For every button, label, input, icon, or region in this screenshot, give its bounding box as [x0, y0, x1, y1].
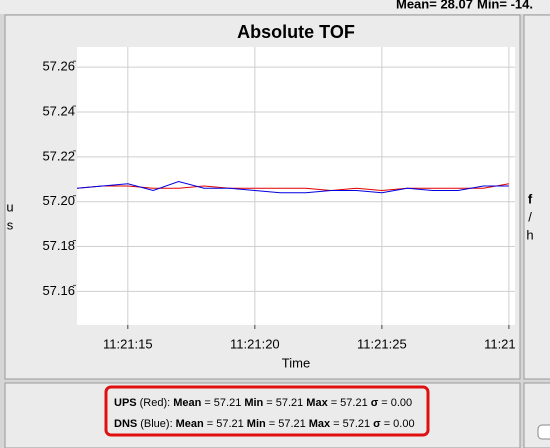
header-stat-label: Mean	[396, 0, 429, 11]
x-tick-label: 11:21:15	[103, 336, 153, 351]
y-tick-label: 57.18	[42, 238, 75, 253]
stat-value: = 57.21	[269, 418, 306, 430]
x-tick-label: 11:21:20	[230, 336, 280, 351]
stat-label: Mean	[173, 397, 201, 409]
series-line	[77, 183, 509, 191]
series-name: DNS	[114, 418, 137, 430]
series-name: UPS	[114, 397, 137, 409]
right-axis-label: /	[528, 209, 532, 224]
stat-label: Max	[306, 397, 328, 409]
right-axis-label: h	[526, 227, 533, 242]
stat-value: = 0.00	[384, 418, 415, 430]
y-tick-label: 57.20	[42, 193, 75, 208]
y-tick-label: 57.22	[42, 148, 75, 163]
y-axis-label-char: u	[6, 199, 13, 214]
y-tick-label: 57.16	[42, 283, 75, 298]
plot-area	[77, 47, 515, 325]
chart-title: Absolute TOF	[237, 22, 355, 42]
x-tick-label: 11:21:30	[484, 336, 534, 351]
stat-label: σ	[373, 418, 381, 430]
y-tick-label: 57.26	[42, 59, 75, 74]
y-axis-label-char: s	[7, 217, 14, 232]
stats-panel	[4, 382, 521, 448]
stat-value: = 57.21	[207, 418, 244, 430]
stat-label: Min	[247, 418, 266, 430]
stat-value: = 0.00	[381, 397, 412, 409]
stat-label: Min	[244, 397, 263, 409]
stat-label: σ	[371, 397, 379, 409]
series-note: (Blue):	[140, 418, 172, 430]
highlight-box	[104, 385, 430, 437]
button[interactable]	[537, 424, 550, 440]
side-panel	[523, 14, 550, 380]
series-line	[77, 180, 509, 194]
stat-value: = 57.21	[333, 418, 370, 430]
series-note: (Red):	[140, 397, 171, 409]
right-axis-label: f	[528, 191, 533, 206]
stat-label: Max	[309, 418, 331, 430]
y-tick-label: 57.24	[42, 103, 75, 118]
header-stat-value: = -14.	[499, 0, 533, 11]
x-tick-label: 11:21:25	[357, 336, 407, 351]
stat-value: = 57.21	[331, 397, 368, 409]
top-strip	[0, 0, 550, 14]
stat-value: = 57.21	[204, 397, 241, 409]
x-axis-label: Time	[282, 355, 310, 370]
stat-value: = 57.21	[266, 397, 303, 409]
stat-label: Mean	[176, 418, 204, 430]
header-stat-value: = 28.07	[429, 0, 473, 11]
header-stat-label: Min	[477, 0, 499, 11]
plot: 11:21:15 11:21:20 11:21:25 11:21:30	[77, 47, 534, 351]
